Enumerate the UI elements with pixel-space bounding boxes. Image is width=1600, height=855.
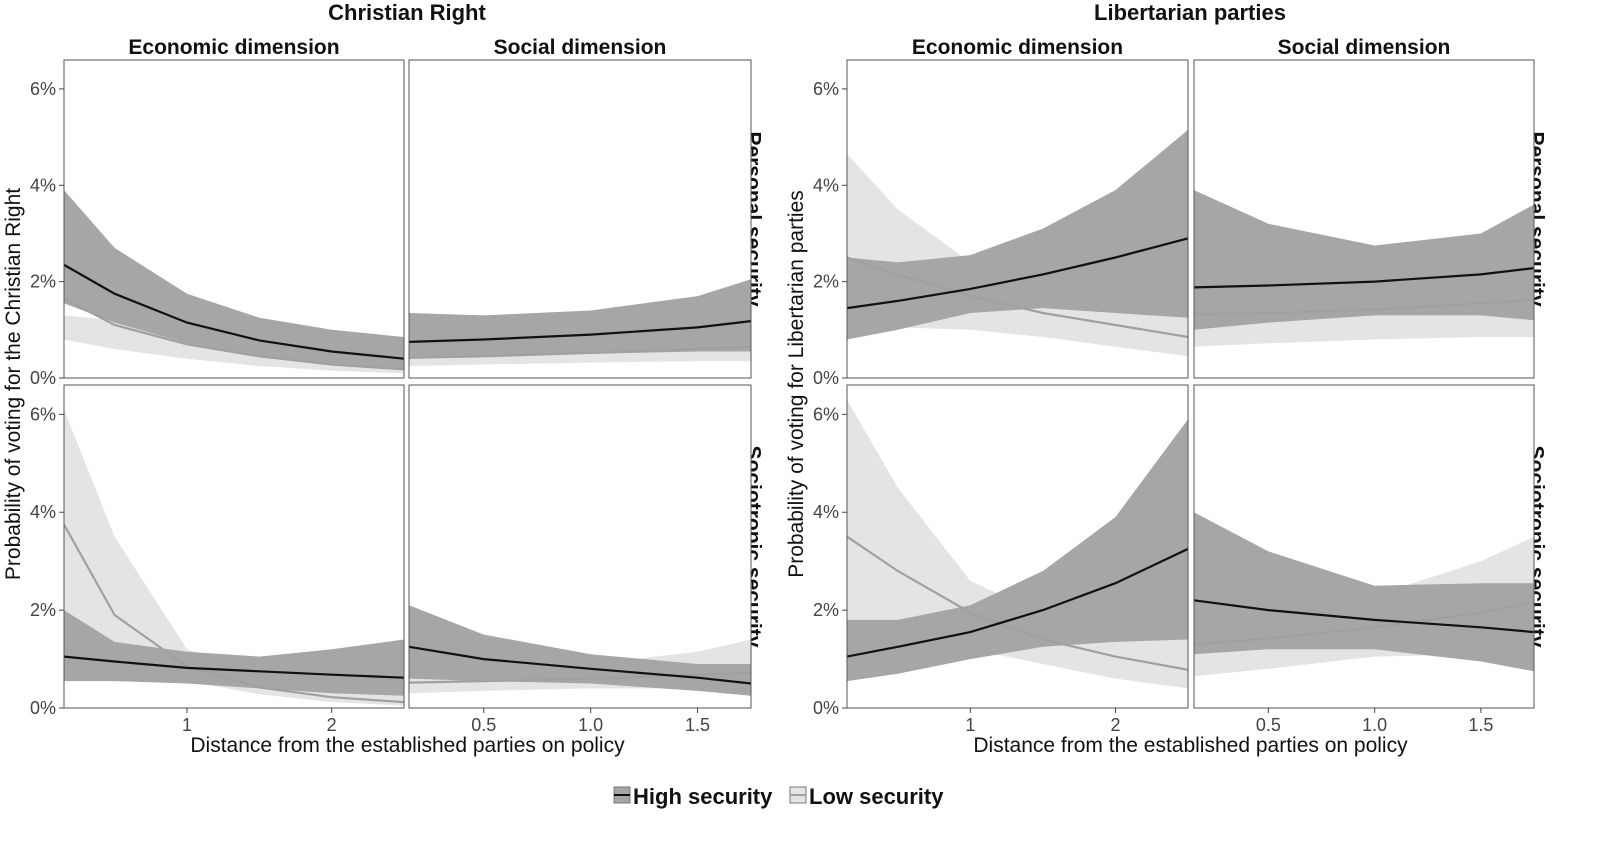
x-axis-label: Distance from the established parties on… — [973, 734, 1408, 757]
panel-border — [408, 59, 752, 379]
legend-label: High security — [633, 784, 773, 809]
confidence-band — [847, 419, 1188, 682]
plot-area — [409, 605, 751, 696]
confidence-band — [1194, 512, 1534, 672]
plot-area — [64, 190, 404, 374]
confidence-band — [1194, 190, 1534, 330]
y-tick-label: 6% — [813, 79, 839, 99]
x-tick-label: 0.5 — [471, 715, 496, 735]
x-axis-label: Distance from the established parties on… — [190, 734, 625, 757]
x-tick-label: 1.5 — [685, 715, 710, 735]
panel — [842, 384, 1189, 713]
x-tick-label: 1.5 — [1468, 715, 1493, 735]
panel-border — [1193, 59, 1535, 379]
legend — [613, 786, 807, 804]
series-line — [847, 256, 1188, 339]
y-tick-label: 4% — [30, 502, 56, 522]
panel — [842, 59, 1189, 379]
column-title: Social dimension — [1278, 36, 1451, 59]
column-title: Economic dimension — [912, 36, 1123, 59]
panel — [1193, 384, 1535, 713]
series-line — [64, 297, 404, 371]
x-tick-label: 1.0 — [578, 715, 603, 735]
series-line — [409, 671, 751, 684]
panel-border — [846, 59, 1189, 379]
y-tick-label: 2% — [30, 600, 56, 620]
plot-area — [409, 279, 751, 366]
series-line — [409, 345, 751, 359]
panel-border — [63, 384, 405, 709]
y-tick-label: 4% — [813, 175, 839, 195]
series-line — [64, 655, 404, 679]
confidence-band — [64, 409, 404, 706]
y-tick-label: 6% — [30, 79, 56, 99]
confidence-band — [409, 605, 751, 696]
x-tick-label: 2 — [327, 715, 337, 735]
chart-title: Libertarian parties — [1094, 0, 1286, 25]
x-tick-label: 2 — [1110, 715, 1120, 735]
y-axis-label: Probability of voting for Libertarian pa… — [785, 190, 808, 578]
series-line — [409, 320, 751, 343]
plot-area — [847, 129, 1188, 357]
series-line — [64, 523, 404, 704]
plot-area — [1194, 190, 1534, 347]
y-tick-label: 0% — [813, 368, 839, 388]
y-tick-label: 0% — [30, 698, 56, 718]
y-tick-label: 6% — [813, 404, 839, 424]
y-tick-label: 4% — [30, 175, 56, 195]
panel — [59, 384, 405, 713]
column-title: Economic dimension — [128, 36, 339, 59]
series-line — [64, 263, 404, 360]
legend-label: Low security — [809, 784, 944, 809]
panel — [408, 59, 752, 379]
y-tick-label: 0% — [813, 698, 839, 718]
x-tick-label: 1 — [182, 715, 192, 735]
series-line — [1194, 298, 1534, 316]
panel — [1193, 59, 1535, 379]
x-tick-label: 0.5 — [1256, 715, 1281, 735]
column-title: Social dimension — [494, 36, 667, 59]
series-line — [1194, 601, 1534, 646]
panel-border — [408, 384, 752, 709]
series-line — [847, 237, 1188, 310]
series-line — [409, 645, 751, 685]
series-line — [1194, 599, 1534, 634]
panel — [408, 384, 752, 713]
chart-title: Christian Right — [328, 0, 486, 25]
series-line — [847, 547, 1188, 658]
panel-border — [1193, 384, 1535, 709]
x-tick-label: 1.0 — [1362, 715, 1387, 735]
series-line — [847, 535, 1188, 671]
y-tick-label: 2% — [813, 600, 839, 620]
confidence-band — [64, 190, 404, 369]
panel — [59, 59, 405, 379]
x-tick-label: 1 — [965, 715, 975, 735]
y-tick-label: 4% — [813, 502, 839, 522]
y-tick-label: 2% — [30, 272, 56, 292]
y-tick-label: 0% — [30, 368, 56, 388]
panel-border — [846, 384, 1189, 709]
series-line — [1194, 267, 1534, 289]
confidence-band — [847, 129, 1188, 340]
plot-area — [1194, 512, 1534, 677]
y-tick-label: 2% — [813, 272, 839, 292]
y-axis-label: Probability of voting for the Christian … — [2, 188, 25, 580]
plot-area — [64, 409, 404, 706]
panel-border — [63, 59, 405, 379]
plot-area — [847, 399, 1188, 689]
y-tick-label: 6% — [30, 404, 56, 424]
